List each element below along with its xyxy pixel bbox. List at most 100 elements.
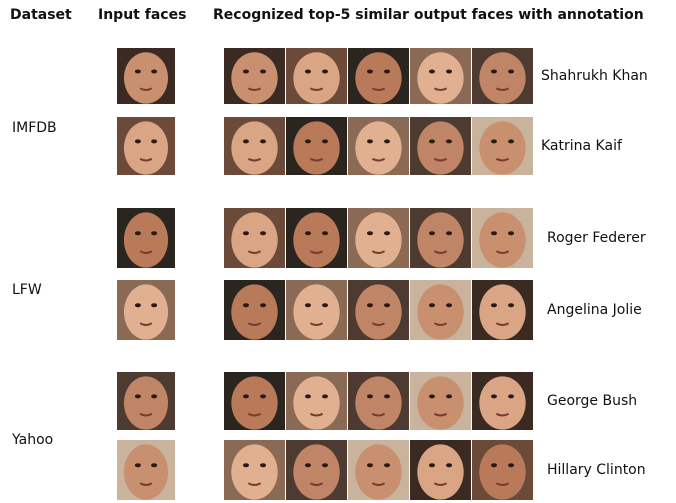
- eye: [260, 303, 266, 307]
- eye: [491, 303, 497, 307]
- eye: [135, 463, 141, 467]
- eye: [135, 70, 141, 74]
- eye: [305, 70, 311, 74]
- eye: [305, 463, 311, 467]
- eye: [384, 303, 390, 307]
- face: [355, 444, 401, 499]
- face: [355, 376, 401, 429]
- eye: [508, 231, 514, 235]
- eye: [260, 70, 266, 74]
- eye: [151, 231, 157, 235]
- face: [479, 444, 525, 499]
- eye: [243, 139, 249, 143]
- eye: [322, 70, 328, 74]
- eye: [508, 303, 514, 307]
- eye: [305, 394, 311, 398]
- eye: [135, 139, 141, 143]
- eye: [305, 231, 311, 235]
- face: [479, 52, 525, 104]
- eye: [135, 303, 141, 307]
- person-name: Roger Federer: [547, 230, 646, 246]
- face: [355, 212, 401, 267]
- eye: [243, 394, 249, 398]
- face: [479, 212, 525, 267]
- face: [124, 444, 168, 499]
- face: [293, 121, 339, 174]
- face: [124, 52, 168, 104]
- face: [293, 376, 339, 429]
- eye: [243, 303, 249, 307]
- face: [355, 52, 401, 104]
- face: [293, 444, 339, 499]
- header-output: Recognized top-5 similar output faces wi…: [213, 7, 644, 23]
- eye: [305, 139, 311, 143]
- eye: [260, 463, 266, 467]
- dataset-label: Yahoo: [11, 432, 53, 448]
- face: [231, 284, 277, 339]
- eye: [322, 231, 328, 235]
- eye: [151, 394, 157, 398]
- eye: [508, 463, 514, 467]
- eye: [384, 139, 390, 143]
- face: [417, 121, 463, 174]
- face: [231, 212, 277, 267]
- eye: [260, 394, 266, 398]
- face: [417, 52, 463, 104]
- face: [479, 121, 525, 174]
- eye: [322, 394, 328, 398]
- eye: [429, 70, 435, 74]
- face: [293, 212, 339, 267]
- eye: [151, 139, 157, 143]
- eye: [367, 70, 373, 74]
- dataset-label: IMFDB: [12, 120, 57, 136]
- eye: [491, 463, 497, 467]
- eye: [367, 303, 373, 307]
- eye: [491, 139, 497, 143]
- face: [124, 121, 168, 174]
- eye: [491, 394, 497, 398]
- person-name: Shahrukh Khan: [541, 68, 648, 84]
- eye: [367, 139, 373, 143]
- face: [355, 284, 401, 339]
- eye: [491, 231, 497, 235]
- face: [417, 376, 463, 429]
- eye: [151, 303, 157, 307]
- eye: [508, 70, 514, 74]
- eye: [429, 463, 435, 467]
- person-name: Hillary Clinton: [547, 462, 646, 478]
- face: [231, 52, 277, 104]
- face: [417, 212, 463, 267]
- face: [417, 444, 463, 499]
- eye: [384, 70, 390, 74]
- eye: [384, 231, 390, 235]
- eye: [135, 394, 141, 398]
- person-name: Katrina Kaif: [541, 138, 623, 154]
- eye: [322, 303, 328, 307]
- face: [231, 121, 277, 174]
- eye: [322, 463, 328, 467]
- eye: [367, 394, 373, 398]
- eye: [429, 303, 435, 307]
- eye: [322, 139, 328, 143]
- eye: [135, 231, 141, 235]
- eye: [367, 231, 373, 235]
- eye: [446, 139, 452, 143]
- eye: [367, 463, 373, 467]
- person-name: Angelina Jolie: [547, 302, 642, 318]
- eye: [260, 139, 266, 143]
- eye: [491, 70, 497, 74]
- person-name: George Bush: [547, 393, 637, 409]
- face: [417, 284, 463, 339]
- eye: [429, 139, 435, 143]
- header-input: Input faces: [98, 7, 186, 23]
- eye: [151, 463, 157, 467]
- eye: [446, 303, 452, 307]
- figure: Dataset Input faces Recognized top-5 sim…: [0, 0, 676, 503]
- face: [479, 284, 525, 339]
- eye: [151, 70, 157, 74]
- eye: [429, 394, 435, 398]
- header-dataset: Dataset: [10, 7, 72, 23]
- face: [231, 444, 277, 499]
- eye: [260, 231, 266, 235]
- eye: [429, 231, 435, 235]
